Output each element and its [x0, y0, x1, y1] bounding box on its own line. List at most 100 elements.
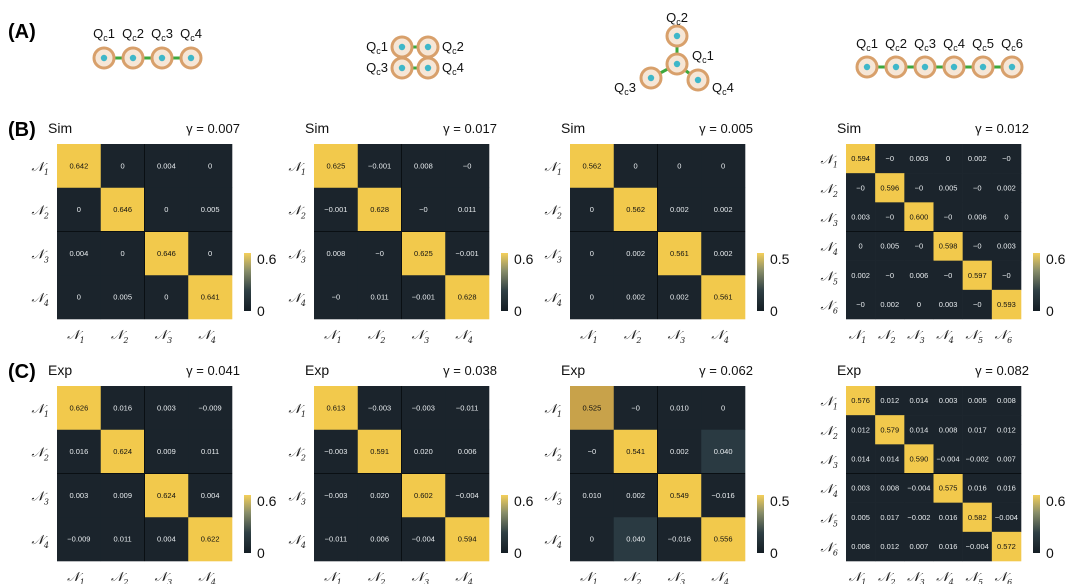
heatmap-cell [144, 473, 189, 518]
heatmap-title: Exp [561, 362, 585, 378]
cell-value-label: 0.002 [626, 491, 645, 500]
x-tick-label: 𝒩2 [878, 570, 896, 584]
heatmap-cell [314, 144, 359, 189]
heatmap-exp-4: Exp γ = 0.082 0.576 0.012 0.014 0.003 0.005 0.0… [820, 362, 1065, 584]
cell-value-label: −0.003 [324, 491, 347, 500]
y-tick-label: 𝒩4 [288, 533, 306, 550]
heatmap-cell [613, 231, 658, 276]
cell-value-label: 0.005 [851, 513, 870, 522]
cell-value-label: −0.001 [368, 161, 391, 170]
colorbar-tick-max: 0.6 [1046, 493, 1066, 509]
x-tick-label: 𝒩6 [995, 570, 1013, 584]
heatmap-cell [904, 531, 934, 562]
cell-value-label: −0 [885, 213, 894, 222]
y-tick-label: 𝒩3 [288, 489, 306, 506]
cell-value-label: 0.008 [326, 249, 345, 258]
colorbar-gradient [1033, 253, 1040, 311]
heatmap-cell [991, 173, 1022, 203]
colorbar-tick-max: 0.6 [514, 493, 534, 509]
heatmap-cell [962, 231, 993, 261]
gamma-label: γ = 0.082 [975, 363, 1029, 378]
cell-value-label: 0.641 [201, 293, 220, 302]
heatmap-cell [613, 429, 658, 474]
cell-value-label: 0.576 [851, 396, 870, 405]
cell-value-label: 0.600 [910, 213, 929, 222]
heatmap-cell [962, 386, 993, 416]
cell-value-label: 0.012 [997, 425, 1016, 434]
colorbar-tick-min: 0 [514, 545, 522, 561]
heatmap-cell [445, 517, 490, 562]
heatmap-cell [613, 275, 658, 320]
cell-value-label: 0.002 [997, 183, 1016, 192]
cell-value-label: 0.011 [114, 535, 132, 544]
y-tick-label: 𝒩4 [288, 291, 306, 308]
y-tick-label: 𝒩5 [820, 511, 838, 528]
heatmap-cell [144, 429, 189, 474]
cell-value-label: 0 [77, 205, 81, 214]
cell-value-label: 0 [721, 161, 725, 170]
cell-value-label: 0.020 [414, 447, 433, 456]
heatmap-cell [100, 517, 145, 562]
qubit-node [416, 56, 440, 80]
heatmap-cell [904, 144, 934, 174]
heatmap-cell [613, 386, 658, 431]
cell-value-label: 0.556 [714, 535, 733, 544]
x-tick-label: 𝒩1 [67, 570, 85, 584]
heatmap-cell [570, 429, 615, 474]
qubit-node [416, 35, 440, 59]
cell-value-label: 0.014 [910, 396, 929, 405]
heatmap-cell [933, 173, 963, 203]
x-tick-label: 𝒩4 [198, 570, 216, 584]
x-tick-label: 𝒩1 [849, 570, 867, 584]
y-tick-label: 𝒩4 [820, 240, 838, 257]
colorbar-tick-max: 0.6 [514, 251, 534, 267]
heatmap-cell [962, 173, 993, 203]
cell-value-label: 0.009 [113, 491, 132, 500]
cell-value-label: −0.004 [937, 455, 960, 464]
x-tick-label: 𝒩4 [936, 570, 954, 584]
cell-value-label: 0.594 [851, 154, 870, 163]
cell-value-label: −0 [885, 271, 894, 280]
qubit-node [665, 52, 689, 76]
cell-value-label: 0.010 [670, 403, 689, 412]
y-tick-label: 𝒩4 [544, 533, 562, 550]
qubit-node [942, 55, 966, 79]
heatmap-cell [933, 260, 963, 291]
cell-value-label: 0.006 [370, 535, 389, 544]
heatmap-cell [701, 429, 746, 474]
heatmap-cell [933, 415, 963, 445]
colorbar: 00.6 [244, 493, 277, 561]
cell-value-label: 0.596 [880, 183, 899, 192]
cell-value-label: 0.010 [582, 491, 601, 500]
x-tick-label: 𝒩3 [668, 328, 686, 345]
cell-value-label: 0.004 [201, 491, 220, 500]
cell-value-label: 0.622 [201, 535, 220, 544]
x-tick-label: 𝒩4 [711, 570, 729, 584]
cell-value-label: 0.005 [939, 183, 958, 192]
cell-value-label: 0.004 [157, 535, 176, 544]
heatmap-cell [962, 289, 993, 320]
colorbar: 00.6 [501, 493, 534, 561]
cell-value-label: −0.016 [668, 535, 691, 544]
heatmap-cell [570, 144, 615, 189]
cell-value-label: −0 [973, 242, 982, 251]
cell-value-label: 0.002 [670, 447, 689, 456]
cell-value-label: −0.001 [456, 249, 479, 258]
heatmap-cell [144, 231, 189, 276]
heatmap-cell [991, 260, 1022, 291]
x-tick-label: 𝒩4 [455, 570, 473, 584]
y-tick-label: 𝒩5 [820, 269, 838, 286]
cell-value-label: 0.008 [939, 425, 958, 434]
heatmap-cell [657, 386, 702, 431]
heatmap-cell [57, 517, 102, 562]
heatmap-cell [904, 202, 934, 232]
cell-value-label: −0 [631, 403, 640, 412]
heatmap-cell [962, 473, 993, 503]
panel-label-a: (A) [8, 21, 36, 43]
heatmap-cell [904, 173, 934, 203]
heatmap-cell [100, 187, 145, 232]
cell-value-label: −0 [332, 293, 341, 302]
heatmap-cell [991, 202, 1022, 232]
cell-value-label: 0 [917, 300, 921, 309]
